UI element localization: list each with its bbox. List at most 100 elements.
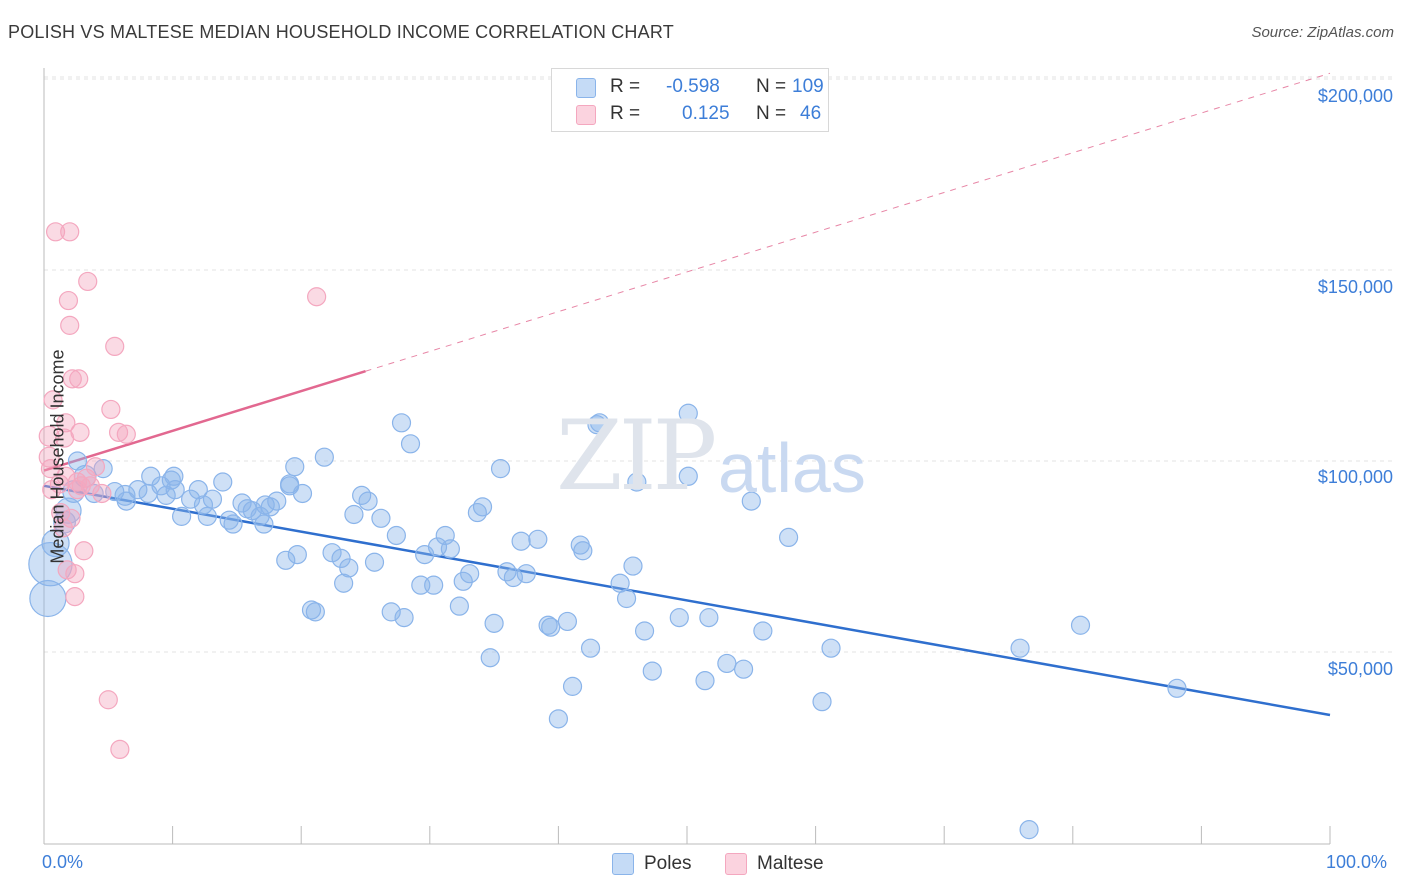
poles-point-63 — [424, 575, 444, 595]
axes — [43, 68, 1331, 845]
poles-point-51 — [344, 504, 364, 525]
trend-lines — [43, 72, 1331, 717]
poles-point-23 — [188, 480, 208, 500]
poles-point-70 — [467, 502, 487, 523]
poles-point-34 — [254, 514, 274, 534]
poles-point-21 — [172, 506, 192, 526]
maltese-point-31 — [98, 690, 118, 710]
poles-trend-line — [43, 484, 1331, 717]
maltese-point-11 — [56, 466, 76, 486]
poles-point-93 — [627, 472, 647, 492]
chart-title: POLISH VS MALTESE MEDIAN HOUSEHOLD INCOM… — [8, 22, 674, 42]
poles-point-101 — [717, 653, 737, 674]
poles-point-74 — [490, 459, 511, 479]
maltese-point-32 — [101, 399, 121, 420]
watermark-atlas: atlas — [718, 429, 866, 507]
poles-point-66 — [440, 539, 460, 559]
poles-point-106 — [812, 692, 832, 712]
maltese-point-30 — [92, 483, 112, 504]
maltese-point-25 — [74, 541, 94, 561]
maltese-point-22 — [69, 369, 89, 389]
poles-point-26 — [202, 489, 223, 509]
poles-point-68 — [453, 571, 473, 591]
y-tick-label-150000: $150,000 — [1317, 277, 1393, 297]
maltese-point-15 — [60, 222, 80, 242]
maltese-point-27 — [78, 271, 98, 292]
poles-point-49 — [334, 573, 354, 593]
poles-point-73 — [484, 613, 504, 633]
poles-point-12 — [116, 491, 136, 511]
y-tick-label-50000: $50,000 — [1327, 659, 1393, 679]
maltese-point-19 — [65, 564, 85, 584]
poles-point-29 — [223, 514, 243, 534]
poles-point-30 — [232, 493, 252, 513]
poles-point-53 — [358, 491, 378, 511]
maltese-point-18 — [65, 587, 85, 607]
poles-point-92 — [623, 556, 643, 576]
maltese-point-3 — [42, 480, 62, 500]
maltese-n-value: 46 — [800, 103, 822, 124]
maltese-point-2 — [40, 459, 61, 479]
y-tick-label-100000: $100,000 — [1317, 467, 1393, 487]
maltese-point-7 — [51, 502, 71, 523]
poles-point-105 — [778, 527, 799, 548]
poles-point-15 — [141, 466, 161, 486]
poles-point-45 — [305, 602, 325, 622]
poles-point-28 — [219, 510, 239, 530]
maltese-point-5 — [45, 222, 66, 242]
maltese-point-10 — [56, 413, 76, 433]
poles-point-104 — [753, 621, 773, 641]
poles-point-13 — [128, 480, 148, 500]
poles-point-96 — [669, 608, 689, 628]
poles-point-79 — [528, 529, 548, 549]
poles-point-98 — [678, 466, 698, 486]
maltese-point-4 — [43, 390, 63, 410]
poles-point-95 — [642, 661, 662, 681]
poles-point-102 — [733, 659, 754, 679]
poles-point-43 — [292, 483, 313, 504]
gridlines — [44, 76, 1396, 653]
maltese-point-8 — [53, 518, 73, 538]
poles-point-86 — [573, 541, 593, 561]
poles-point-99 — [695, 671, 715, 691]
poles-point-60 — [400, 434, 421, 454]
poles-point-72 — [480, 648, 500, 668]
x-tick-label-min: 0.0% — [42, 852, 84, 872]
maltese-point-16 — [61, 508, 81, 528]
poles-point-37 — [267, 491, 287, 511]
chart-source: Source: ZipAtlas.com — [1251, 24, 1394, 41]
poles-point-76 — [503, 567, 523, 588]
poles-point-38 — [276, 550, 296, 570]
maltese-r-value: 0.125 — [682, 103, 730, 124]
poles-point-91 — [616, 588, 637, 609]
poles-r-value: -0.598 — [666, 76, 720, 97]
y-tick-label-200000: $200,000 — [1317, 86, 1393, 106]
maltese-point-28 — [80, 476, 100, 496]
poles-point-108 — [1010, 638, 1030, 658]
poles-point-81 — [541, 617, 561, 637]
maltese-swatch — [576, 105, 596, 125]
poles-point-67 — [449, 596, 469, 616]
poles-point-54 — [364, 552, 385, 572]
poles-point-71 — [472, 497, 493, 517]
bottom-maltese-label: Maltese — [757, 853, 824, 874]
bottom-poles-label: Poles — [644, 853, 692, 874]
maltese-point-17 — [62, 369, 82, 389]
poles-point-9 — [93, 459, 113, 479]
poles-n-label: N = — [756, 76, 787, 97]
maltese-r-label: R = — [610, 103, 641, 124]
poles-point-25 — [197, 506, 217, 526]
poles-point-82 — [548, 709, 569, 729]
poles-point-11 — [114, 484, 136, 506]
x-tick-label-max: 100.0% — [1326, 852, 1388, 872]
maltese-point-13 — [58, 290, 79, 311]
maltese-point-29 — [85, 457, 106, 477]
poles-point-20 — [165, 480, 185, 500]
maltese-point-0 — [38, 425, 60, 447]
poles-point-16 — [151, 476, 171, 496]
poles-point-42 — [287, 544, 307, 565]
poles-point-69 — [460, 564, 480, 584]
poles-swatch — [576, 78, 596, 98]
poles-point-111 — [1167, 678, 1187, 698]
